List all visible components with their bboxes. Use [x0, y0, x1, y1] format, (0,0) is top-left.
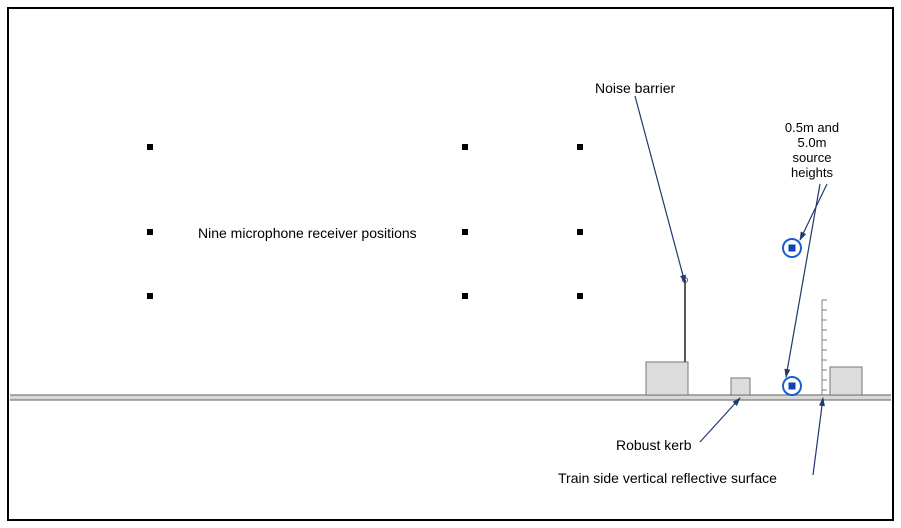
- label-noise-barrier: Noise barrier: [595, 80, 675, 96]
- mic-point: [577, 293, 583, 299]
- platform-right: [830, 367, 862, 395]
- label-source-heights: 0.5m and 5.0m source heights: [785, 120, 839, 180]
- arrow-robust-kerb: [700, 398, 740, 442]
- arrow-source-low: [786, 184, 820, 377]
- mic-point: [462, 293, 468, 299]
- label-receiver-positions: Nine microphone receiver positions: [198, 225, 417, 241]
- diagram-stage: Noise barrier 0.5m and 5.0m source height…: [0, 0, 901, 528]
- platform-left: [646, 362, 688, 395]
- mic-point: [147, 229, 153, 235]
- robust-kerb: [731, 378, 750, 395]
- label-robust-kerb: Robust kerb: [616, 437, 691, 453]
- mic-point: [147, 293, 153, 299]
- ground-fill: [10, 395, 891, 400]
- arrow-noise-barrier: [635, 96, 685, 283]
- source-low-core: [789, 383, 796, 390]
- mic-point: [577, 144, 583, 150]
- arrow-source-high: [800, 184, 827, 240]
- source-high-core: [789, 245, 796, 252]
- mic-point: [147, 144, 153, 150]
- mic-point: [577, 229, 583, 235]
- svg-layer: [0, 0, 901, 528]
- mic-point: [462, 144, 468, 150]
- outer-frame: [8, 8, 893, 520]
- label-reflective-surface: Train side vertical reflective surface: [558, 470, 777, 486]
- mic-point: [462, 229, 468, 235]
- arrow-reflective: [813, 398, 823, 475]
